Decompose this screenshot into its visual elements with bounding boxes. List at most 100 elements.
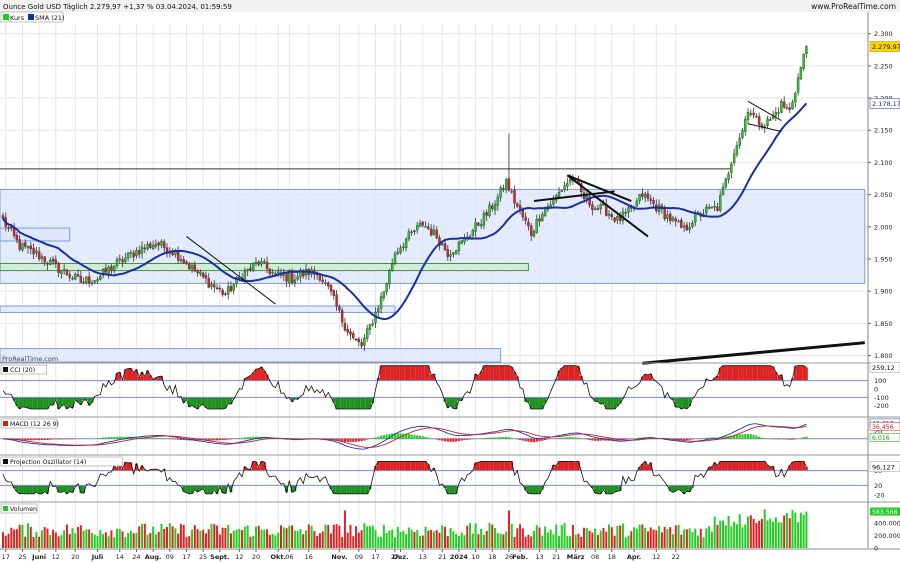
candle bbox=[207, 273, 210, 289]
candle-body bbox=[199, 271, 202, 275]
candle-body bbox=[504, 179, 508, 190]
candle-body bbox=[346, 328, 349, 333]
volume-bar bbox=[747, 516, 750, 548]
candle-body bbox=[382, 291, 386, 299]
volume-bar bbox=[627, 535, 630, 548]
volume-bar bbox=[388, 530, 391, 548]
volume-bar bbox=[349, 524, 352, 548]
candle-body bbox=[446, 249, 449, 257]
candle bbox=[68, 271, 71, 282]
volume-bar bbox=[741, 527, 744, 548]
candle bbox=[185, 260, 188, 265]
candle bbox=[607, 210, 611, 220]
candle bbox=[482, 210, 486, 230]
candle bbox=[85, 275, 88, 285]
candle-body bbox=[112, 265, 116, 272]
volume-bar bbox=[446, 536, 449, 548]
volume-bar bbox=[574, 534, 577, 548]
time-tick-label: 17 bbox=[2, 553, 10, 561]
candle-body bbox=[707, 206, 711, 209]
candle bbox=[60, 269, 63, 279]
volume-bar bbox=[313, 531, 316, 548]
candle bbox=[504, 177, 508, 194]
candles bbox=[1, 45, 808, 351]
candle-body bbox=[563, 185, 566, 190]
candle-body bbox=[682, 225, 686, 228]
volume-bar bbox=[688, 528, 691, 548]
volume-bar bbox=[382, 524, 385, 548]
candle bbox=[213, 279, 216, 293]
volume-bar bbox=[257, 525, 260, 548]
candle-body bbox=[196, 270, 199, 274]
time-tick-label: Feb. bbox=[512, 553, 528, 561]
sma-value-label: 2.178,17 bbox=[872, 100, 900, 108]
candle-body bbox=[54, 259, 58, 264]
volume-bar bbox=[769, 518, 772, 548]
candle-body bbox=[121, 259, 124, 263]
candle bbox=[124, 252, 127, 264]
candle-body bbox=[379, 296, 383, 309]
volume-bar bbox=[113, 537, 116, 548]
time-tick-label: 12 bbox=[652, 553, 660, 561]
candle bbox=[368, 323, 372, 336]
candle-body bbox=[666, 214, 669, 219]
volume-bar bbox=[135, 533, 138, 548]
candle bbox=[388, 268, 391, 289]
candle bbox=[735, 141, 739, 158]
candle bbox=[446, 245, 449, 261]
volume-bar bbox=[4, 535, 7, 548]
candle bbox=[35, 246, 38, 258]
volume-bar bbox=[713, 516, 716, 548]
candle-body bbox=[365, 328, 369, 339]
candle-body bbox=[254, 262, 258, 264]
volume-bar bbox=[274, 535, 277, 548]
candle-body bbox=[135, 250, 138, 257]
support-zone-2 bbox=[0, 262, 529, 272]
volume-bar bbox=[385, 533, 388, 548]
time-tick-label: 26 bbox=[505, 553, 513, 561]
candle bbox=[160, 239, 163, 249]
candle-body bbox=[257, 261, 260, 265]
trendline-6 bbox=[747, 123, 782, 133]
volume-bar bbox=[608, 524, 611, 548]
candle bbox=[282, 268, 285, 282]
volume-bar bbox=[346, 532, 349, 548]
candle-body bbox=[24, 242, 27, 247]
cci-value-box bbox=[869, 362, 900, 373]
volume-bar bbox=[321, 531, 324, 548]
volume-bar bbox=[555, 524, 558, 548]
candle-body bbox=[593, 208, 597, 210]
volume-bar bbox=[524, 536, 527, 548]
volume-bar bbox=[474, 523, 477, 548]
macd-signal-line bbox=[2, 425, 807, 448]
candle-body bbox=[151, 245, 155, 249]
proj-value-box bbox=[869, 461, 900, 473]
volume-bar bbox=[802, 514, 805, 548]
time-tick-label: Aug. bbox=[145, 553, 162, 561]
volume-bar bbox=[588, 530, 591, 548]
watermark: ProRealTime.com bbox=[2, 355, 58, 363]
candle bbox=[71, 275, 74, 281]
candle-body bbox=[588, 196, 591, 206]
candle-body bbox=[452, 252, 455, 255]
volume-bar bbox=[783, 515, 786, 548]
candle bbox=[327, 281, 330, 290]
volume-bar bbox=[569, 536, 572, 548]
candle-body bbox=[680, 219, 683, 228]
candle bbox=[29, 242, 32, 255]
candle-body bbox=[260, 261, 263, 265]
candle-body bbox=[15, 235, 19, 241]
candle-body bbox=[160, 240, 163, 246]
candle-body bbox=[85, 276, 88, 284]
candle-body bbox=[157, 242, 160, 246]
candle-body bbox=[424, 226, 427, 228]
candle bbox=[538, 214, 541, 227]
volume-bar bbox=[521, 528, 524, 548]
volume-bar bbox=[288, 525, 291, 548]
candle-body bbox=[530, 225, 533, 236]
candle-body bbox=[235, 277, 238, 284]
volume-bar bbox=[118, 528, 121, 548]
volume-bar bbox=[260, 529, 263, 548]
candle-body bbox=[182, 259, 185, 264]
